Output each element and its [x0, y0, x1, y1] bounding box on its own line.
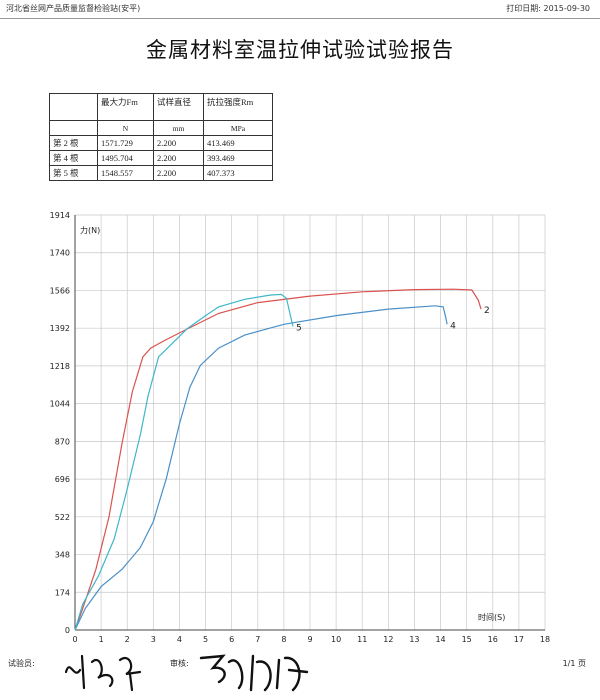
series-line-4	[74, 305, 448, 631]
y-tick-label: 174	[55, 588, 70, 597]
x-tick-label: 7	[255, 635, 260, 644]
force-time-chart: 力(N) 时间(S) 0 1 2 3 4 5 6 7 8 9 10 11 12 13 14 15 16 17 18 0…	[0, 200, 600, 655]
chart-svg: 力(N) 时间(S) 0 1 2 3 4 5 6 7 8 9 10 11 12 13 14 15 16 17 180…	[50, 211, 550, 644]
x-tick-label: 9	[307, 635, 312, 644]
x-tick-label: 1	[99, 635, 104, 644]
y-tick-label: 1740	[50, 249, 70, 258]
y-tick-label: 1914	[50, 211, 70, 220]
table-unit-cell	[49, 120, 98, 136]
y-tick-label: 522	[55, 513, 70, 522]
series-end-label-5: 5	[296, 323, 302, 333]
table-cell: 1571.729	[97, 135, 154, 151]
tester-label: 试验员:	[8, 659, 35, 668]
table-cell: 第 4 根	[49, 150, 98, 166]
table-cell: 2.200	[153, 165, 204, 181]
print-date-value: 2015-09-30	[543, 4, 591, 13]
organization-name: 河北省丝网产品质量监督检验站(安平)	[6, 4, 141, 13]
y-tick-label: 348	[55, 551, 70, 560]
table-cell: 413.469	[203, 135, 273, 151]
table-cell: 1495.704	[97, 150, 154, 166]
x-axis-label: 时间(S)	[478, 612, 505, 622]
y-tick-label: 1566	[50, 286, 70, 295]
print-date-label: 打印日期:	[506, 4, 541, 13]
table-cell: 393.469	[203, 150, 273, 166]
x-tick-label: 0	[72, 635, 77, 644]
y-tick-label: 1044	[50, 400, 70, 409]
results-table: 最大力Fm 试样直径 抗拉强度Rm N mm MPa 第 2 根 1571.72…	[49, 93, 273, 181]
table-header-cell: 抗拉强度Rm	[203, 93, 273, 121]
table-cell: 第 5 根	[49, 165, 98, 181]
x-tick-label: 2	[125, 635, 130, 644]
x-tick-label: 8	[281, 635, 286, 644]
table-cell: 407.373	[203, 165, 273, 181]
y-tick-label: 0	[65, 626, 70, 635]
y-tick-label: 870	[55, 437, 70, 446]
table-cell: 1548.557	[97, 165, 154, 181]
y-tick-label: 1392	[50, 324, 70, 333]
table-row: 第 5 根 1548.557 2.200 407.373	[49, 165, 273, 181]
page-number: 1/1 页	[562, 659, 586, 668]
y-tick-label: 696	[55, 475, 70, 484]
table-unit-cell: N	[97, 120, 154, 136]
table-cell: 第 2 根	[49, 135, 98, 151]
table-row: 第 4 根 1495.704 2.200 393.469	[49, 150, 273, 166]
reviewer-signature	[199, 654, 309, 692]
table-header-cell	[49, 93, 98, 121]
table-unit-cell: MPa	[203, 120, 273, 136]
table-header-cell: 最大力Fm	[97, 93, 154, 121]
x-tick-label: 17	[514, 635, 524, 644]
report-footer: 试验员: 审核: 1/1 页	[0, 650, 600, 700]
table-cell: 2.200	[153, 135, 204, 151]
x-tick-label: 14	[435, 635, 445, 644]
tester-signature	[64, 654, 142, 692]
print-date: 打印日期: 2015-09-30	[506, 3, 590, 14]
series-end-label-2: 2	[484, 306, 490, 316]
y-axis-label: 力(N)	[80, 225, 100, 235]
table-row: 第 2 根 1571.729 2.200 413.469	[49, 135, 273, 151]
x-tick-label: 5	[203, 635, 208, 644]
x-tick-label: 11	[357, 635, 367, 644]
x-tick-label: 13	[409, 635, 419, 644]
x-tick-label: 10	[331, 635, 341, 644]
series-line-5	[74, 293, 294, 631]
x-tick-label: 16	[488, 635, 498, 644]
x-tick-label: 3	[151, 635, 156, 644]
table-units-row: N mm MPa	[49, 120, 273, 136]
x-tick-label: 6	[229, 635, 234, 644]
report-title: 金属材料室温拉伸试验试验报告	[146, 38, 454, 62]
table-header-cell: 试样直径	[153, 93, 204, 121]
y-tick-label: 1218	[50, 362, 70, 371]
series-line-2	[74, 288, 482, 631]
table-unit-cell: mm	[153, 120, 204, 136]
x-tick-label: 12	[383, 635, 393, 644]
series-end-label-4: 4	[450, 321, 456, 331]
table-cell: 2.200	[153, 150, 204, 166]
x-tick-label: 18	[540, 635, 550, 644]
table-header-row: 最大力Fm 试样直径 抗拉强度Rm	[49, 93, 273, 121]
report-header-bar: 河北省丝网产品质量监督检验站(安平) 打印日期: 2015-09-30	[0, 0, 600, 19]
reviewer-label: 审核:	[170, 659, 189, 668]
x-tick-label: 15	[462, 635, 472, 644]
x-tick-label: 4	[177, 635, 182, 644]
